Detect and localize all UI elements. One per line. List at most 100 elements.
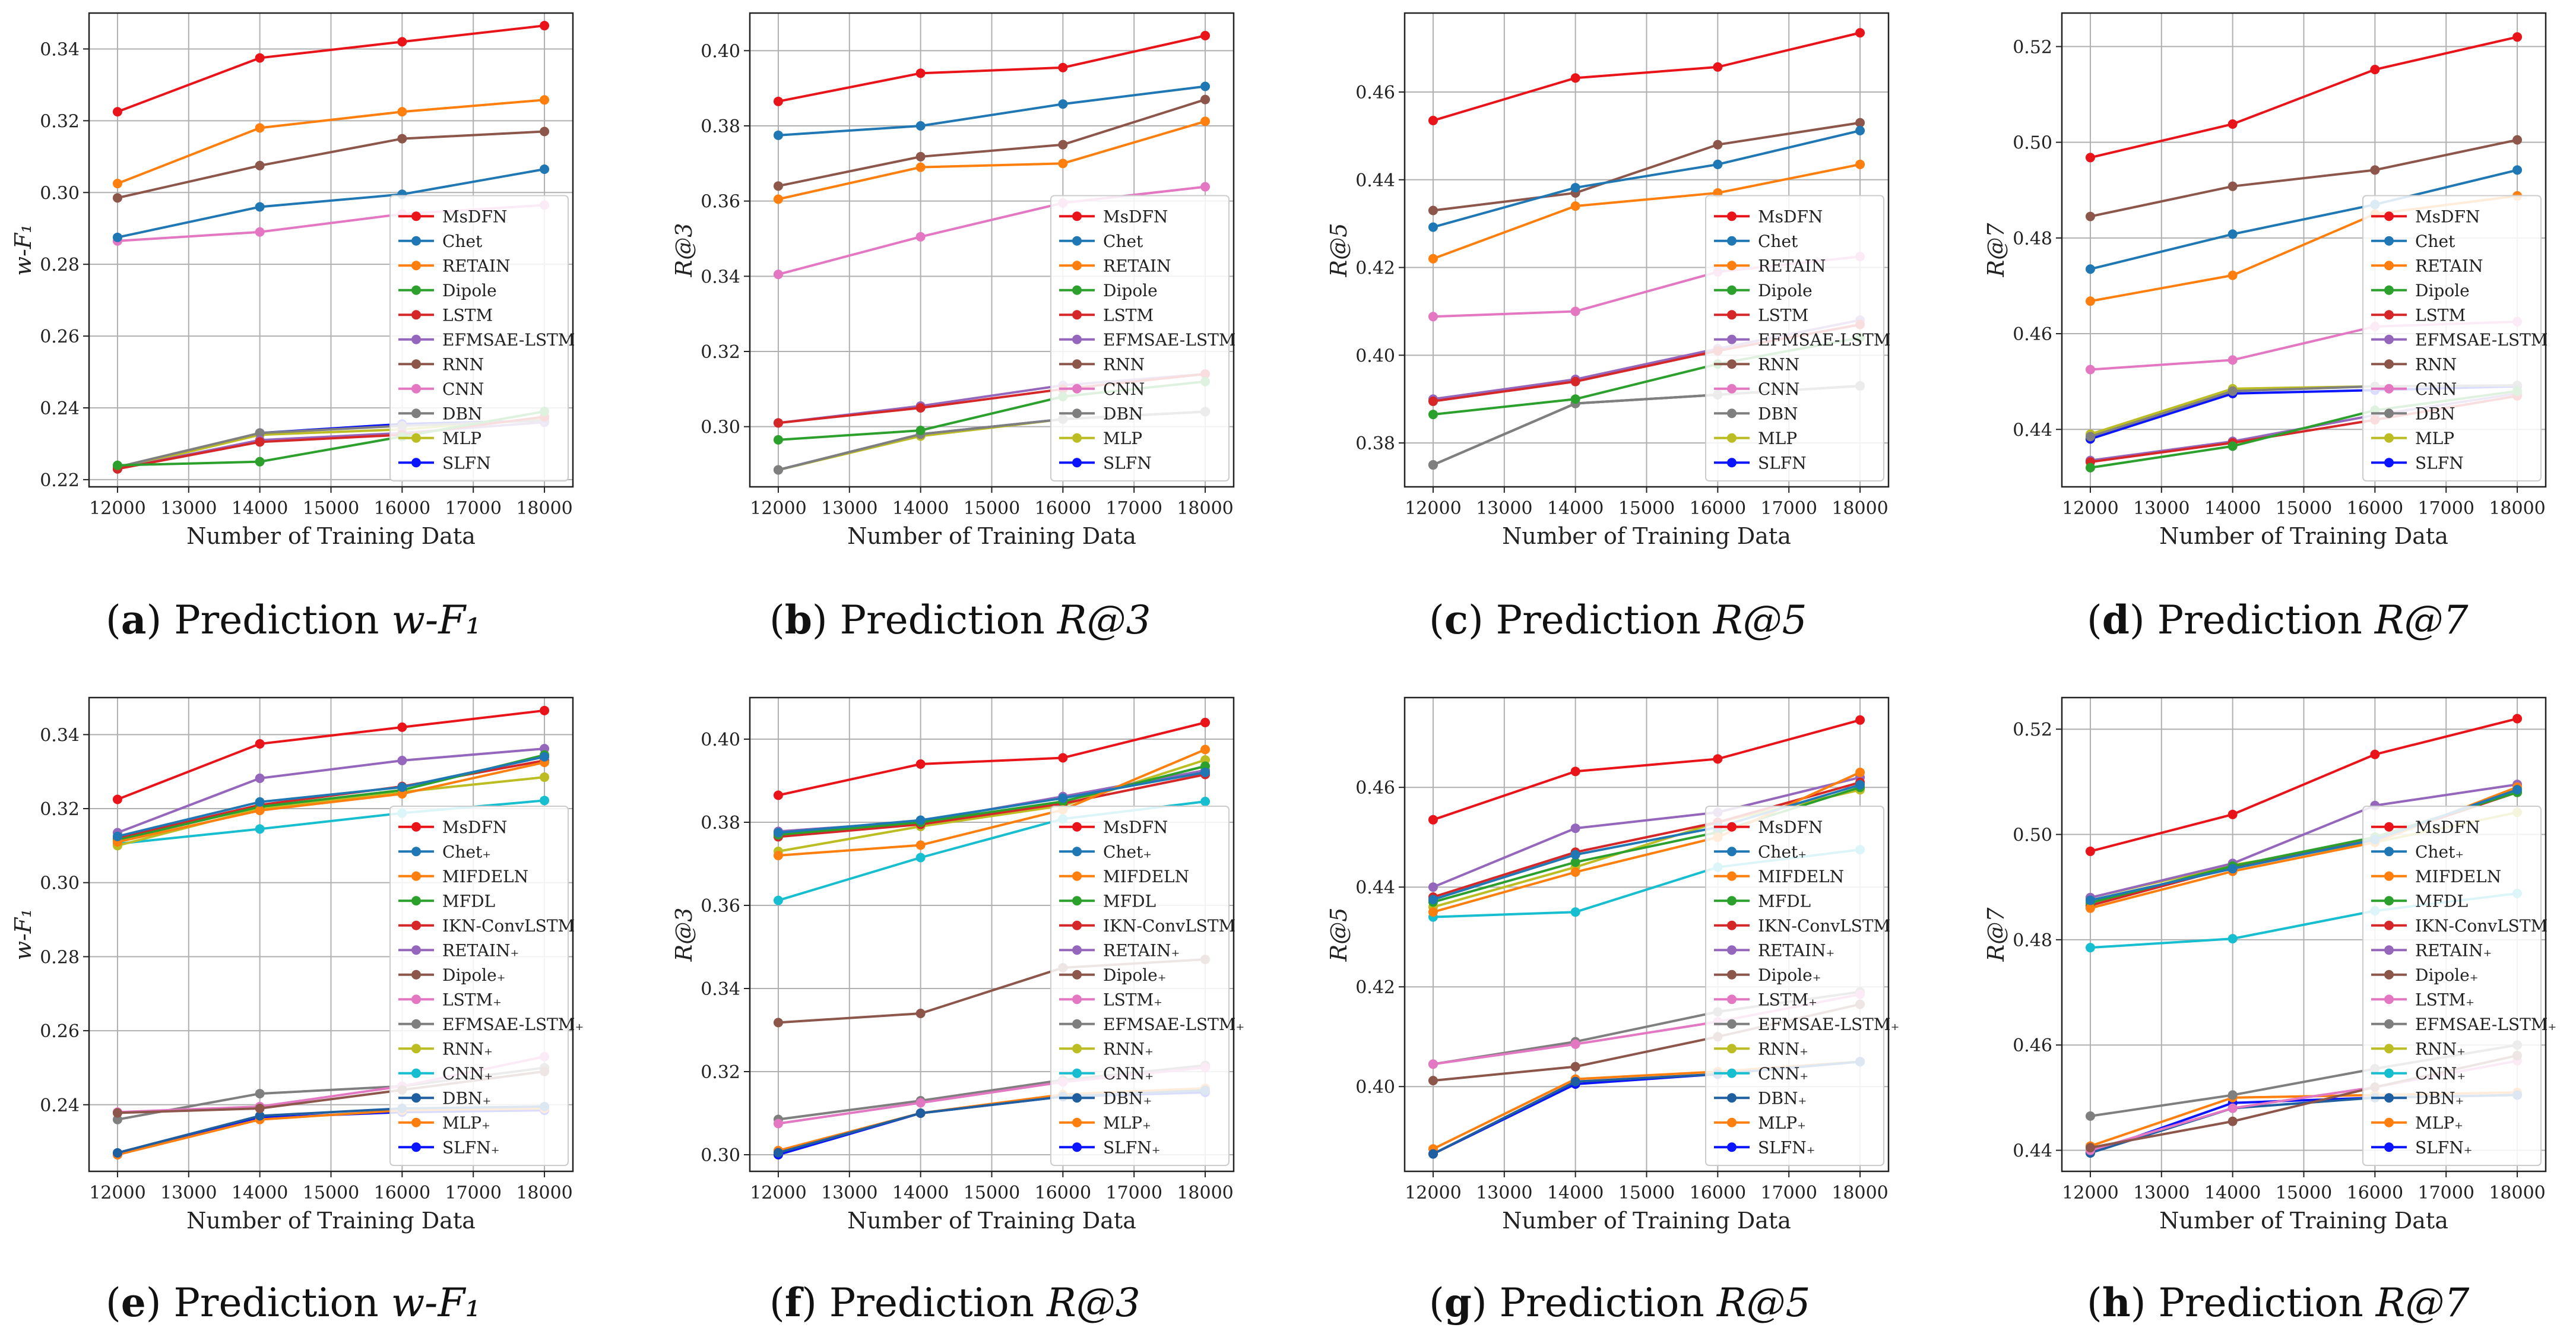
legend-label: MsDFN — [1758, 818, 1823, 837]
data-point — [255, 428, 265, 438]
y-axis-label: R@7 — [1983, 907, 2009, 962]
y-tick-label: 0.38 — [1355, 433, 1395, 454]
series-line — [2090, 717, 2518, 853]
caption-letter: c — [1444, 597, 1468, 643]
x-tick-label: 17000 — [2417, 1183, 2474, 1203]
x-tick-label: 13000 — [821, 498, 877, 519]
caption-e: (e) Prediction w-F₁ — [106, 1279, 481, 1326]
data-point — [1200, 94, 1211, 104]
data-point — [540, 796, 550, 806]
legend-label: MLP — [2415, 429, 2454, 448]
legend-label: MFDL — [1103, 891, 1156, 911]
legend-swatch-marker — [1072, 994, 1082, 1005]
legend-swatch-marker — [1072, 236, 1082, 246]
legend-label: RNN — [2415, 354, 2457, 374]
caption-c: (c) Prediction R@5 — [1429, 597, 1807, 643]
legend-label: Chet — [2415, 232, 2455, 251]
legend-swatch-marker — [2384, 896, 2394, 906]
legend-label: Dipole₊ — [1758, 965, 1821, 985]
legend-label: RNN₊ — [1758, 1039, 1808, 1059]
y-tick-label: 0.40 — [701, 730, 740, 750]
data-point — [1428, 254, 1438, 264]
data-point — [1428, 1076, 1438, 1086]
x-tick-label: 13000 — [160, 1183, 217, 1203]
legend-label: Chet₊ — [2415, 842, 2464, 861]
legend-swatch-marker — [2384, 1117, 2394, 1127]
plot-frame — [2061, 696, 2547, 1173]
data-point — [2370, 65, 2380, 75]
data-point — [1855, 780, 1865, 790]
series-line — [117, 24, 545, 113]
data-point — [255, 160, 265, 170]
legend: MsDFN Chet RETAIN Dipole LSTM EFMSAE-LSTM RNN C… — [2362, 195, 2548, 481]
legend-swatch-marker — [1727, 1019, 1737, 1029]
data-point — [540, 21, 550, 31]
caption-text: Prediction — [1495, 597, 1701, 643]
legend-swatch-marker — [411, 871, 421, 881]
x-tick-label: 13000 — [1476, 1183, 1532, 1203]
data-point — [2085, 432, 2095, 442]
x-axis-label: Number of Training Data — [186, 1208, 476, 1234]
series-line — [117, 99, 545, 185]
legend-swatch-marker — [1727, 261, 1737, 271]
chart-2: 12000 13000 14000 15000 16000 17000 18000 0.30 0… — [671, 12, 1235, 549]
data-point — [255, 1104, 265, 1114]
legend-swatch-marker — [411, 211, 421, 221]
legend-label: RNN₊ — [2415, 1039, 2466, 1059]
y-tick-label: 0.40 — [701, 41, 740, 62]
y-tick-label: 0.44 — [1355, 877, 1395, 898]
x-tick-label: 14000 — [232, 1183, 288, 1203]
x-tick-label: 12000 — [1405, 498, 1461, 519]
chart-7: 12000 13000 14000 15000 16000 17000 18000 0.40 0… — [1326, 696, 1899, 1234]
y-axis-label: R@7 — [1983, 223, 2009, 278]
legend-label: DBN₊ — [1103, 1088, 1152, 1108]
data-point — [1570, 201, 1580, 211]
legend-swatch-marker — [1072, 1068, 1082, 1078]
y-tick-label: 0.32 — [40, 799, 80, 820]
data-point — [2085, 211, 2095, 221]
data-point — [397, 755, 407, 765]
data-point — [773, 851, 783, 860]
series-line — [778, 185, 1206, 276]
y-tick-label: 0.36 — [701, 192, 740, 213]
caption-metric: R@5 — [1716, 1280, 1811, 1326]
x-tick-label: 15000 — [964, 1183, 1020, 1203]
y-axis-label: R@3 — [671, 908, 697, 962]
legend: MsDFN Chet₊ MIFDELN MFDL IKN-ConvLSTM RETAIN₊… — [2362, 806, 2556, 1166]
data-point — [1855, 28, 1865, 38]
legend-label: Chet₊ — [1758, 842, 1807, 861]
legend-swatch-marker — [1072, 920, 1082, 930]
data-point — [255, 1111, 265, 1121]
legend-label: SLFN₊ — [1103, 1138, 1160, 1157]
data-point — [2085, 1143, 2095, 1153]
x-tick-label: 17000 — [2417, 498, 2474, 519]
data-point — [255, 227, 265, 237]
x-tick-label: 14000 — [232, 498, 288, 519]
series-line — [2090, 783, 2518, 899]
y-tick-label: 0.26 — [40, 327, 80, 347]
data-point — [2085, 264, 2095, 274]
legend-label: RNN — [1103, 354, 1145, 374]
x-tick-label: 13000 — [160, 498, 217, 519]
legend-label: RETAIN — [442, 256, 510, 275]
legend-label: Dipole — [1103, 281, 1158, 300]
legend-swatch-marker — [2384, 334, 2394, 344]
data-point — [773, 790, 783, 800]
legend-label: CNN₊ — [2415, 1064, 2466, 1083]
legend-label: SLFN — [2415, 453, 2464, 473]
legend-label: MLP₊ — [1758, 1113, 1806, 1133]
data-point — [1428, 1059, 1438, 1069]
y-tick-label: 0.48 — [2013, 930, 2052, 951]
legend-label: EFMSAE-LSTM — [1758, 330, 1890, 350]
legend-swatch-marker — [1727, 408, 1737, 419]
y-tick-label: 0.24 — [40, 398, 80, 419]
x-tick-label: 15000 — [303, 1183, 359, 1203]
legend-swatch-marker — [1072, 822, 1082, 832]
legend-swatch-marker — [2384, 285, 2394, 295]
legend-swatch-marker — [1072, 261, 1082, 271]
data-point — [2370, 165, 2380, 175]
series-line — [778, 773, 1206, 838]
data-point — [255, 797, 265, 807]
data-point — [2228, 1116, 2238, 1126]
